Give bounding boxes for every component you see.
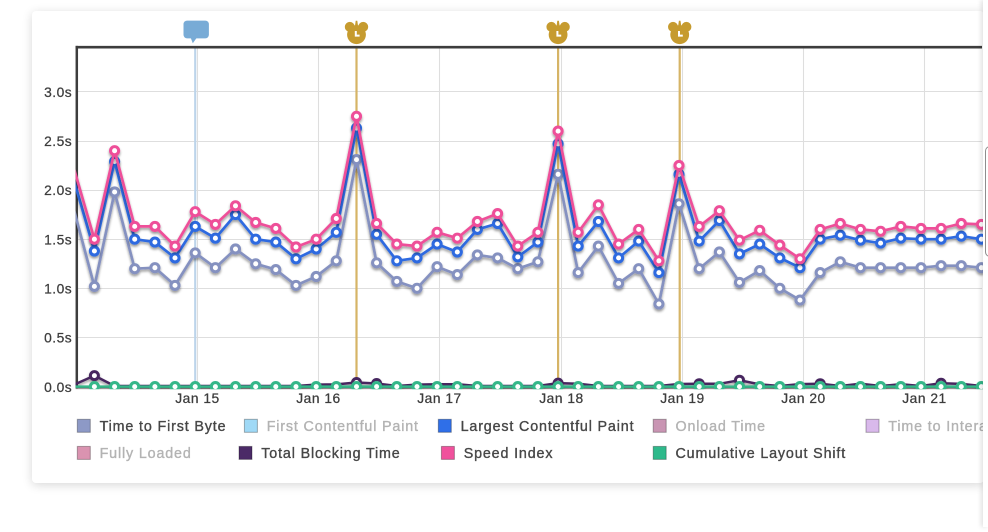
svg-text:Speed Index: Speed Index bbox=[464, 446, 554, 462]
svg-text:Jan 18: Jan 18 bbox=[539, 391, 583, 406]
svg-text:Onload Time: Onload Time bbox=[676, 419, 766, 435]
svg-text:Jan 16: Jan 16 bbox=[296, 391, 340, 406]
svg-text:Jan 21: Jan 21 bbox=[902, 391, 946, 406]
svg-text:3.0s: 3.0s bbox=[44, 85, 72, 100]
svg-text:Jan 15: Jan 15 bbox=[175, 391, 219, 406]
svg-text:Jan 17: Jan 17 bbox=[417, 391, 461, 406]
svg-text:Fully Loaded: Fully Loaded bbox=[100, 446, 192, 462]
svg-text:0.0s: 0.0s bbox=[44, 380, 72, 395]
svg-text:1.5s: 1.5s bbox=[44, 232, 72, 247]
svg-text:Jan 20: Jan 20 bbox=[781, 391, 825, 406]
svg-text:2.0s: 2.0s bbox=[44, 183, 72, 198]
svg-text:1.0s: 1.0s bbox=[44, 282, 72, 297]
svg-text:Largest Contentful Paint: Largest Contentful Paint bbox=[461, 419, 635, 435]
svg-text:Time to Interactive: Time to Interactive bbox=[888, 419, 988, 435]
svg-text:Time to First Byte: Time to First Byte bbox=[100, 419, 227, 435]
svg-text:First Contentful Paint: First Contentful Paint bbox=[267, 419, 419, 435]
svg-text:2.5s: 2.5s bbox=[44, 134, 72, 149]
svg-text:0.5s: 0.5s bbox=[44, 331, 72, 346]
svg-text:Cumulative Layout Shift: Cumulative Layout Shift bbox=[676, 446, 847, 462]
svg-text:Jan 19: Jan 19 bbox=[660, 391, 704, 406]
svg-text:Total Blocking Time: Total Blocking Time bbox=[261, 446, 400, 462]
